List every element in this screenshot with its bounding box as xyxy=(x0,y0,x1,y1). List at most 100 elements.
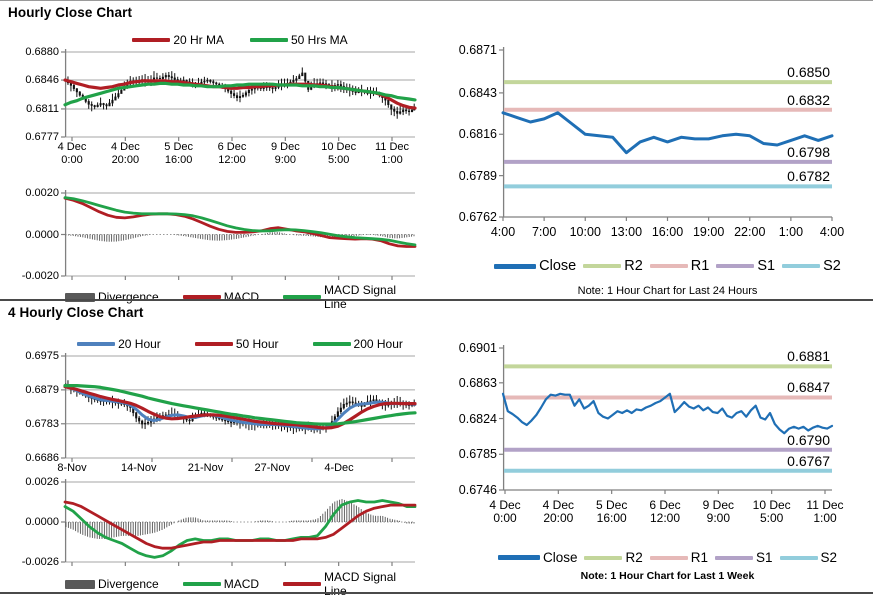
x-axis-label: 9 Dec 9:00 xyxy=(687,499,749,525)
separator-bottom xyxy=(0,592,873,594)
x-axis-label-line: 5 Dec xyxy=(595,498,628,512)
y-axis-label: 0.6824 xyxy=(458,411,497,426)
4hourly-pivot-y-axis: 0.6901 0.6863 0.6824 0.6785 0.6746 xyxy=(439,341,497,497)
legend-item-20-hour: 20 Hour xyxy=(77,337,161,351)
candlesticks xyxy=(65,380,416,435)
hourly-price-chart xyxy=(61,49,417,141)
legend-label: MACD Signal Line xyxy=(324,570,397,598)
legend-item-close: Close xyxy=(494,258,576,274)
legend-item-macd-signal-line: MACD Signal Line xyxy=(283,283,415,311)
legend-label: 50 Hrs MA xyxy=(291,33,348,47)
y-axis-label: 0.6880 xyxy=(25,46,59,58)
legend-swatch xyxy=(283,582,322,586)
x-axis-label-line: 8-Nov xyxy=(57,462,87,474)
legend-swatch xyxy=(715,555,754,560)
y-axis-label: 0.6843 xyxy=(458,85,497,100)
y-axis-label: 0.6879 xyxy=(25,383,59,396)
x-axis-label: 7:00 xyxy=(513,226,575,239)
x-axis-label-line: 10 Dec xyxy=(752,498,791,512)
series-50-hour xyxy=(63,385,417,430)
x-axis-label-line: 7:00 xyxy=(531,225,557,239)
legend-swatch xyxy=(250,38,288,42)
x-axis-label-line: 5:00 xyxy=(759,511,784,525)
divergence-bars xyxy=(65,232,415,242)
legend-label: Close xyxy=(542,550,578,565)
legend-label: MACD xyxy=(223,290,260,304)
x-axis-label: 4:00 xyxy=(801,226,863,239)
divergence-bars xyxy=(65,499,415,539)
x-axis-label-line: 16:00 xyxy=(651,225,684,239)
series-macd-signal-line xyxy=(63,196,417,247)
x-axis-label: 4 Dec 20:00 xyxy=(94,141,156,167)
legend-item-s2: S2 xyxy=(782,258,841,274)
y-axis-label: 0.6975 xyxy=(25,350,59,362)
legend-item-divergence: Divergence xyxy=(65,577,159,591)
legend-swatch xyxy=(782,264,821,268)
y-axis-label: 0.6901 xyxy=(458,341,497,355)
4hourly-pivot-note: Note: 1 Hour Chart for Last 1 Week xyxy=(580,570,755,582)
x-axis-label-line: 6 Dec xyxy=(649,498,681,512)
legend-swatch xyxy=(649,555,688,560)
x-axis-label-line: 9 Dec xyxy=(702,498,734,512)
x-axis-label: 4:00 xyxy=(472,226,534,239)
4hourly-macd-legend: Divergence MACD MACD Signal Line xyxy=(65,570,415,598)
x-axis-label: 5 Dec 16:00 xyxy=(581,499,643,525)
separator-middle xyxy=(0,299,873,301)
series-50-hrs-ma xyxy=(63,81,417,107)
x-axis-label: 10:00 xyxy=(554,226,616,239)
x-axis-label: 10 Dec 5:00 xyxy=(308,141,370,167)
legend-label: 20 Hr MA xyxy=(173,33,224,47)
4hourly-price-chart xyxy=(61,353,417,462)
legend-swatch xyxy=(194,342,233,346)
legend-swatch xyxy=(649,264,688,268)
legend-swatch xyxy=(716,264,755,268)
legend-label: S2 xyxy=(820,550,838,565)
x-axis-label-line: 5 Dec xyxy=(164,141,194,153)
legend-swatch xyxy=(494,263,537,269)
x-axis-label-line: 1:00 xyxy=(778,225,804,239)
legend-item-r2: R2 xyxy=(583,258,643,274)
x-axis-label: 4 Dec 0:00 xyxy=(41,141,103,167)
x-axis-label: 6 Dec 12:00 xyxy=(634,499,696,525)
legend-item-s1: S1 xyxy=(715,550,773,565)
legend-label: 20 Hour xyxy=(118,337,161,351)
legend-item-close: Close xyxy=(497,550,578,565)
legend-label: MACD Signal Line xyxy=(324,283,397,311)
x-axis-label: 6 Dec 12:00 xyxy=(201,141,263,167)
x-axis-label-line: 4:00 xyxy=(819,225,845,239)
x-axis-label: 4 Dec 0:00 xyxy=(474,499,536,525)
x-axis-label-line: 0:00 xyxy=(493,511,517,525)
y-axis-label: 0.6816 xyxy=(458,127,497,142)
legend-label: S1 xyxy=(757,258,776,274)
series-close xyxy=(501,111,834,155)
x-axis-label: 8-Nov xyxy=(41,462,103,475)
x-axis-label: 13:00 xyxy=(595,226,657,239)
y-axis-label: 0.0026 xyxy=(25,476,59,488)
legend-label: R1 xyxy=(690,550,709,565)
series-macd-signal-line xyxy=(63,500,417,550)
y-axis-label: 0.6762 xyxy=(458,210,497,224)
hourly-macd-chart xyxy=(61,190,417,280)
legend-label: R1 xyxy=(690,258,710,274)
x-axis-label: 11 Dec 1:00 xyxy=(794,499,856,525)
y-axis-label: 0.0000 xyxy=(25,228,59,241)
legend-swatch xyxy=(77,342,116,346)
hourly-pivot-y-axis: 0.6871 0.6843 0.6816 0.6789 0.6762 xyxy=(439,43,497,224)
x-axis-label: 11 Dec 1:00 xyxy=(361,141,423,167)
y-axis-label: 0.6746 xyxy=(458,483,497,497)
x-axis-label: 22:00 xyxy=(719,226,781,239)
x-axis-label-line: 4-Dec xyxy=(324,462,354,474)
legend-item-macd-signal-line: MACD Signal Line xyxy=(283,570,415,598)
series-close xyxy=(501,392,834,435)
x-axis-label-line: 14-Nov xyxy=(121,462,157,474)
legend-item-50-hrs-ma: 50 Hrs MA xyxy=(250,33,348,47)
hourly-pivot-chart xyxy=(499,47,834,221)
legend-item-50-hour: 50 Hour xyxy=(194,337,279,351)
legend-label: R2 xyxy=(624,258,643,274)
x-axis-label: 1:00 xyxy=(760,226,822,239)
4hourly-price-legend: 20 Hour 50 Hour 200 Hour xyxy=(65,337,415,351)
x-axis-label-line: 11 Dec xyxy=(806,498,844,512)
hourly-price-y-axis: 0.6880 0.6846 0.6811 0.6777 xyxy=(1,46,59,143)
legend-swatch xyxy=(182,295,221,299)
